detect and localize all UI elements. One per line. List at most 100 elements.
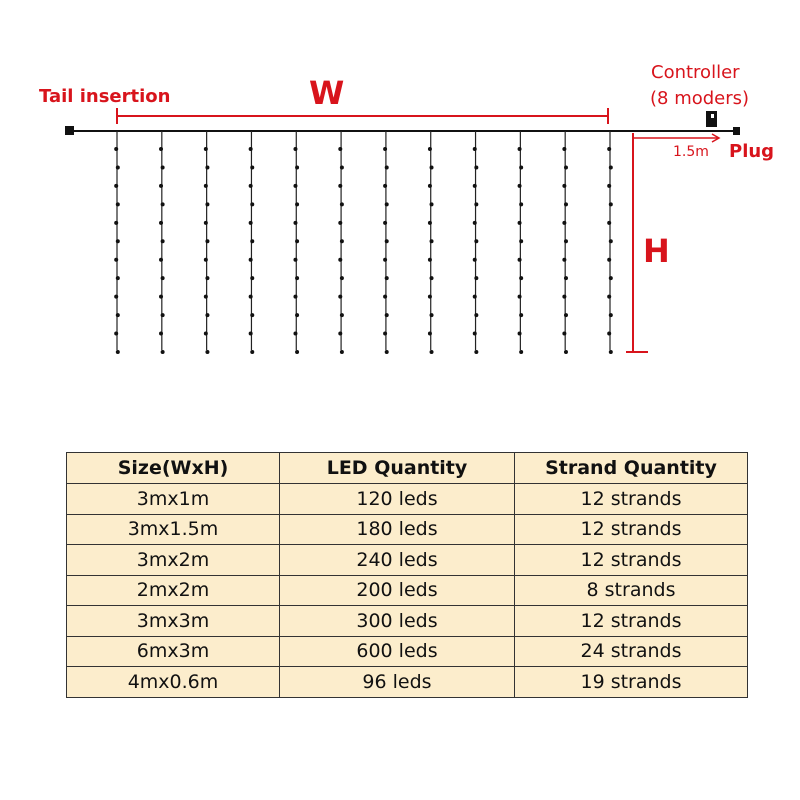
led-bulb: [608, 165, 613, 170]
led-bulb: [607, 331, 612, 336]
table-row: 4mx0.6m 96 leds 19 strands: [66, 666, 748, 698]
led-bulb: [114, 147, 119, 151]
led-bulb: [474, 239, 479, 244]
led-bulb: [519, 276, 524, 281]
led-bulb: [159, 147, 164, 151]
controller-modes-label: (8 moders): [650, 88, 750, 109]
controller-box: [706, 111, 717, 127]
led-bulb: [562, 331, 567, 336]
led-bulb: [115, 313, 120, 318]
led-bulb: [383, 147, 388, 151]
led-bulb: [517, 257, 522, 262]
table-header-row: Size(WxH) LED Quantity Strand Quantity: [66, 452, 748, 484]
led-strand: [338, 131, 344, 354]
led-bulb: [563, 202, 568, 207]
size-cell: 4mx0.6m: [66, 666, 280, 698]
led-bulb: [203, 220, 208, 225]
led-bulb: [293, 183, 298, 188]
led-bulb: [205, 202, 210, 207]
led-strand: [427, 131, 434, 354]
led-bulb: [517, 294, 522, 299]
strand-quantity-cell: 12 strands: [514, 544, 748, 576]
led-bulb: [384, 276, 389, 281]
led-strand: [383, 131, 389, 354]
led-bulb: [427, 294, 432, 299]
led-bulb: [250, 202, 255, 207]
led-bulb: [338, 294, 343, 299]
led-bulb: [383, 183, 388, 188]
led-bulb: [384, 313, 389, 318]
led-bulb: [383, 257, 388, 262]
led-bulb: [607, 294, 612, 299]
led-bulb: [517, 147, 522, 151]
led-quantity-cell: 300 leds: [279, 605, 515, 637]
tail-insertion-label: Tail insertion: [39, 86, 171, 107]
led-bulb: [429, 350, 434, 354]
led-bulb: [160, 276, 165, 281]
led-bulb: [295, 202, 300, 207]
led-bulb: [160, 202, 165, 207]
led-bulb: [384, 350, 389, 354]
led-quantity-cell: 200 leds: [279, 574, 515, 606]
led-bulb: [427, 147, 432, 151]
strand-quantity-cell: 19 strands: [514, 666, 748, 698]
strand-quantity-cell: 12 strands: [514, 513, 748, 545]
led-bulb: [338, 257, 343, 262]
led-bulb: [429, 202, 434, 207]
led-bulb: [159, 183, 164, 188]
led-bulb: [293, 147, 298, 151]
led-bulb: [114, 331, 119, 336]
controller-label: Controller: [651, 62, 740, 83]
led-bulb: [472, 220, 477, 225]
led-bulb: [562, 294, 567, 299]
table-row: 3mx2m 240 leds 12 strands: [66, 544, 748, 576]
led-bulb: [160, 165, 165, 170]
size-cell: 3mx1.5m: [66, 513, 280, 545]
led-bulb: [248, 331, 253, 336]
table-row: 6mx3m 600 leds 24 strands: [66, 635, 748, 667]
led-bulb: [383, 294, 388, 299]
header-size: Size(WxH): [66, 452, 280, 484]
led-bulb: [474, 350, 479, 354]
plug-label: Plug: [729, 141, 775, 162]
led-bulb: [519, 165, 524, 170]
led-quantity-cell: 180 leds: [279, 513, 515, 545]
led-bulb: [203, 147, 208, 151]
led-bulb: [338, 183, 343, 188]
led-bulb: [519, 239, 524, 244]
led-bulb: [205, 313, 210, 318]
led-bulb: [295, 239, 300, 244]
led-bulb: [295, 313, 300, 318]
led-bulb: [427, 183, 432, 188]
led-bulb: [607, 220, 612, 225]
table-row: 3mx1.5m 180 leds 12 strands: [66, 513, 748, 545]
led-bulb: [203, 331, 208, 336]
led-bulb: [250, 350, 255, 354]
led-strand: [472, 131, 479, 354]
led-bulb: [339, 313, 344, 318]
led-bulb: [474, 202, 479, 207]
table-row: 3mx3m 300 leds 12 strands: [66, 605, 748, 637]
led-bulb: [472, 257, 477, 262]
led-bulb: [519, 350, 524, 354]
led-bulb: [339, 276, 344, 281]
led-bulb: [338, 220, 343, 225]
led-bulb: [562, 147, 567, 151]
led-bulb: [295, 165, 300, 170]
led-bulb: [472, 183, 477, 188]
led-bulb: [114, 220, 119, 225]
led-bulb: [205, 276, 210, 281]
led-bulb: [474, 313, 479, 318]
led-bulb: [115, 165, 120, 170]
led-bulb: [248, 220, 253, 225]
led-bulb: [427, 220, 432, 225]
strand-quantity-cell: 12 strands: [514, 483, 748, 515]
led-bulb: [519, 202, 524, 207]
led-bulb: [384, 239, 389, 244]
led-bulb: [339, 350, 344, 354]
led-bulb: [429, 276, 434, 281]
strand-quantity-cell: 12 strands: [514, 605, 748, 637]
led-bulb: [563, 276, 568, 281]
header-led-quantity: LED Quantity: [279, 452, 515, 484]
led-bulb: [250, 313, 255, 318]
